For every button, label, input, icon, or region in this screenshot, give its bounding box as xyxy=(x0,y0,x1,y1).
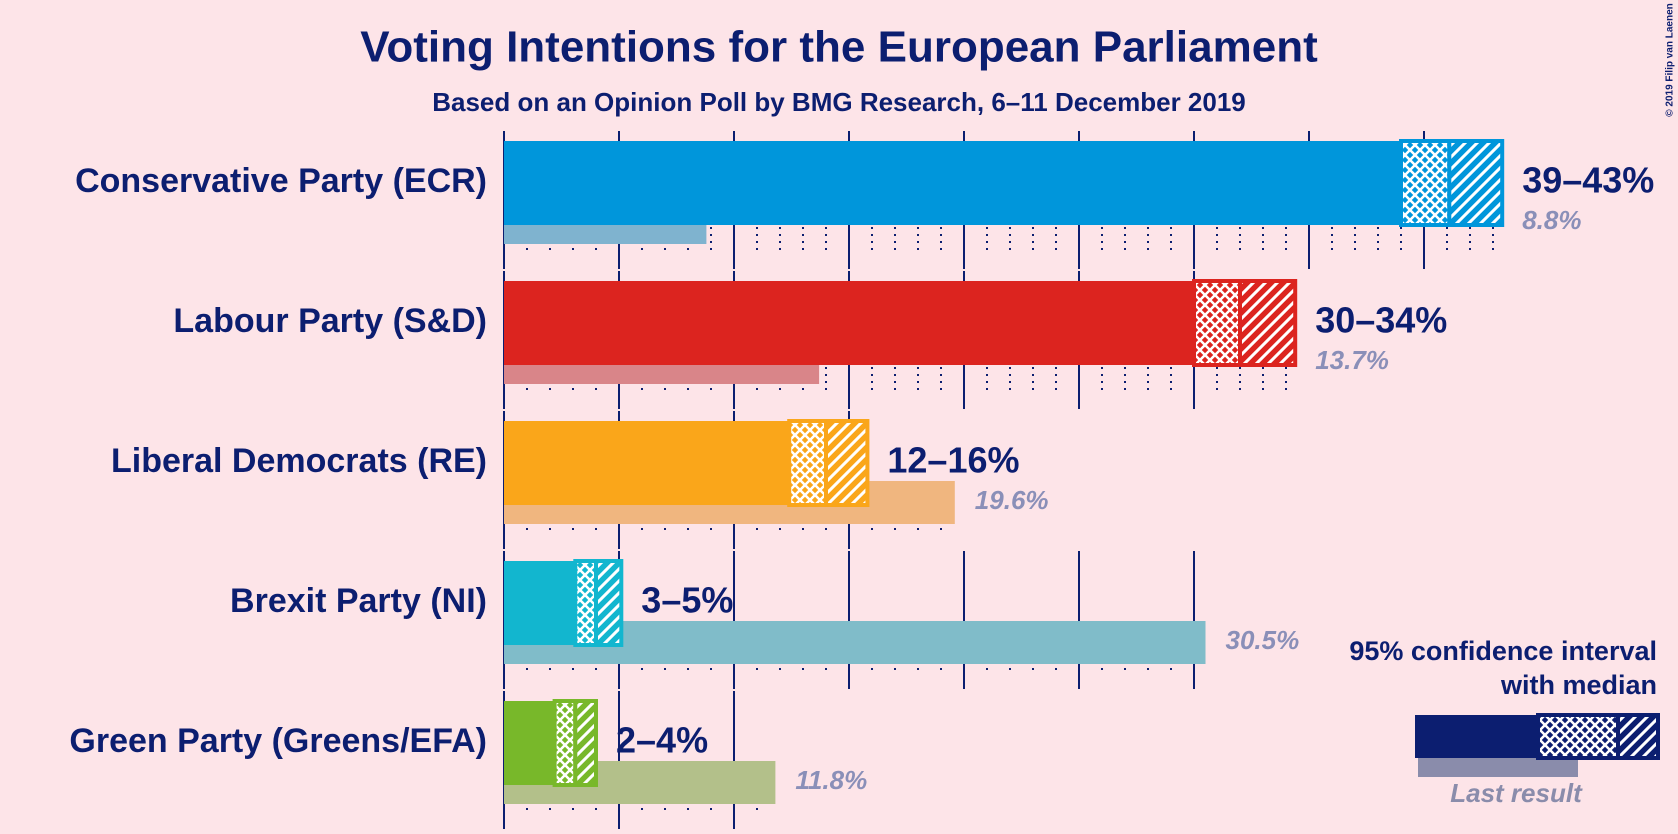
category-label: Labour Party (S&D) xyxy=(173,302,487,340)
category-label: Liberal Democrats (RE) xyxy=(111,442,487,480)
ci-lower-hatch xyxy=(552,699,578,787)
range-label: 30–34% xyxy=(1315,300,1447,341)
copyright: © 2019 Filip van Laenen xyxy=(1665,3,1676,117)
ci-lower-hatch xyxy=(573,559,598,647)
bars: Conservative Party (ECR) 39–43% 8.8% Labour… xyxy=(69,139,1654,804)
last-result-label: 19.6% xyxy=(975,485,1049,515)
last-result-label: 8.8% xyxy=(1522,205,1581,235)
ci-lower-hatch xyxy=(1399,139,1452,227)
range-label: 2–4% xyxy=(616,720,708,761)
last-result-label: 30.5% xyxy=(1226,625,1300,655)
ci-lower-hatch xyxy=(1192,279,1242,367)
chart-title: Voting Intentions for the European Parli… xyxy=(360,23,1318,72)
category-label: Brexit Party (NI) xyxy=(230,582,487,620)
ci-lower-hatch xyxy=(787,419,829,507)
ci-upper-hatch xyxy=(1447,139,1505,227)
ci-upper-hatch xyxy=(1238,279,1298,367)
bar xyxy=(504,561,576,645)
ci-upper-hatch xyxy=(824,419,870,507)
range-label: 3–5% xyxy=(641,580,733,621)
last-result-label: 13.7% xyxy=(1315,345,1389,375)
ci-upper-hatch xyxy=(594,559,624,647)
ci-upper-hatch xyxy=(573,699,598,787)
legend-last-text: Last result xyxy=(1450,778,1583,808)
chart-subtitle: Based on an Opinion Poll by BMG Research… xyxy=(432,87,1246,117)
legend-swatch-cross-hatch xyxy=(1536,713,1620,760)
range-label: 39–43% xyxy=(1522,160,1654,201)
legend-text: 95% confidence interval xyxy=(1349,636,1657,666)
range-label: 12–16% xyxy=(887,440,1019,481)
category-label: Conservative Party (ECR) xyxy=(75,162,487,200)
bar xyxy=(504,421,790,505)
category-label: Green Party (Greens/EFA) xyxy=(69,722,487,760)
legend-swatch-diag-hatch xyxy=(1616,713,1660,760)
bar xyxy=(504,141,1401,225)
legend-text: with median xyxy=(1500,670,1657,700)
bar xyxy=(504,281,1194,365)
bar xyxy=(504,701,555,785)
legend-swatch xyxy=(1415,715,1538,758)
last-result-label: 11.8% xyxy=(795,765,867,795)
